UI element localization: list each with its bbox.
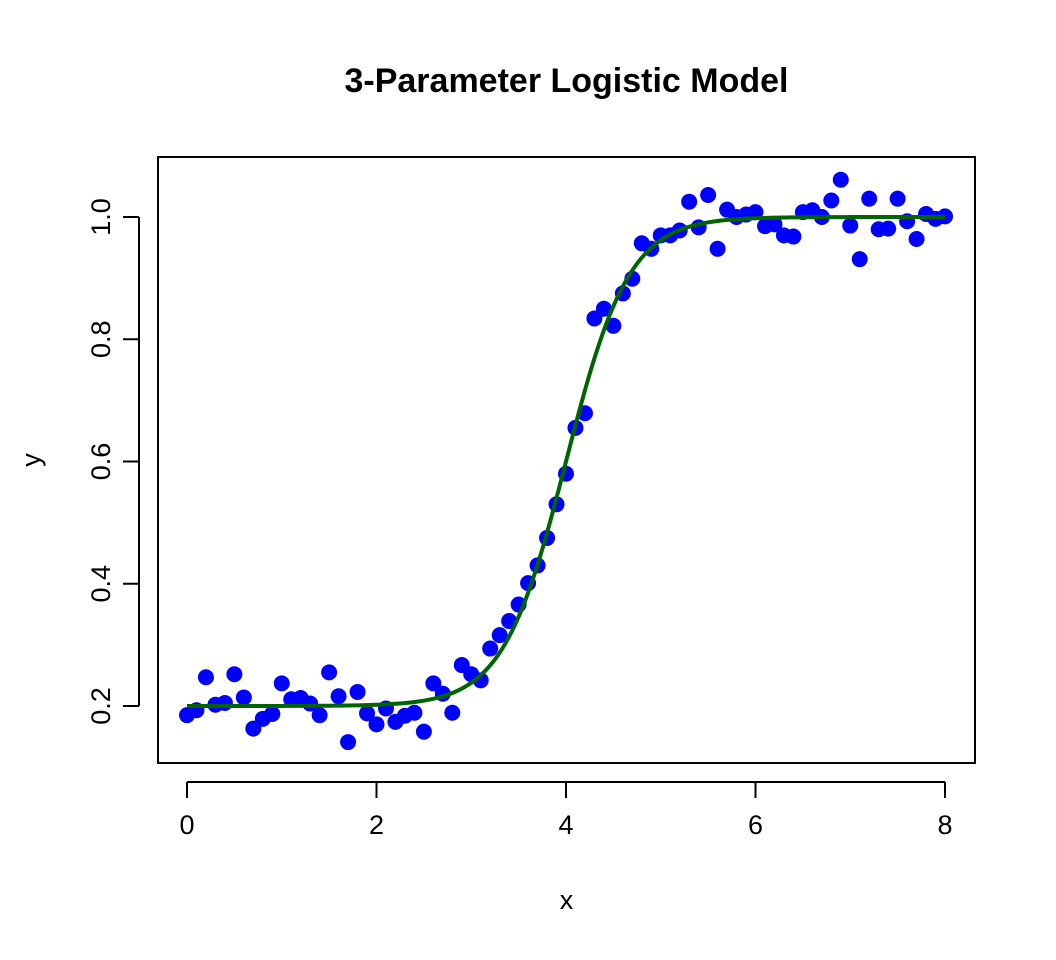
x-tick-label: 2 <box>369 810 384 840</box>
y-tick-label: 0.8 <box>86 320 116 358</box>
y-tick-label: 0.6 <box>86 443 116 481</box>
x-tick-label: 4 <box>558 810 573 840</box>
x-tick-label: 6 <box>748 810 763 840</box>
data-point <box>340 734 357 751</box>
data-point <box>359 705 376 722</box>
data-point <box>842 217 859 234</box>
y-tick-label: 0.4 <box>86 565 116 603</box>
data-point <box>491 627 508 644</box>
data-point <box>321 664 338 681</box>
data-point <box>823 192 840 209</box>
fitted-curve <box>187 215 945 708</box>
data-point <box>273 675 290 692</box>
data-point <box>444 704 461 721</box>
data-point <box>482 640 499 657</box>
data-point <box>235 689 252 706</box>
data-point <box>197 669 214 686</box>
y-axis-label: y <box>16 453 46 467</box>
x-tick-label: 0 <box>179 810 194 840</box>
data-point <box>330 688 347 705</box>
plot-frame <box>157 156 976 764</box>
data-point <box>595 300 612 317</box>
data-point <box>908 231 925 248</box>
data-point <box>861 190 878 207</box>
data-point <box>264 705 281 722</box>
data-point <box>889 190 906 207</box>
data-point <box>700 186 717 203</box>
data-point <box>406 704 423 721</box>
chart-title: 3-Parameter Logistic Model <box>344 62 788 100</box>
data-point <box>349 683 366 700</box>
data-point <box>226 666 243 683</box>
data-point <box>216 694 233 711</box>
data-point <box>880 220 897 237</box>
data-point <box>681 193 698 210</box>
data-point <box>311 707 328 724</box>
data-point <box>832 171 849 188</box>
data-point <box>425 675 442 692</box>
y-tick-label: 0.2 <box>86 687 116 725</box>
y-tick-label: 1.0 <box>86 198 116 236</box>
x-axis-label: x <box>560 885 574 915</box>
data-point <box>766 216 783 233</box>
y-axis: 0.2 0.4 0.6 0.8 1.0 <box>86 198 140 725</box>
fitted-curve-layer <box>187 215 945 708</box>
x-axis: 0 2 4 6 8 <box>179 781 953 840</box>
data-point <box>368 716 385 733</box>
data-point <box>605 317 622 334</box>
data-point <box>785 228 802 245</box>
data-point <box>709 240 726 257</box>
x-tick-label: 8 <box>937 810 952 840</box>
data-point <box>851 251 868 268</box>
data-point <box>415 723 432 740</box>
